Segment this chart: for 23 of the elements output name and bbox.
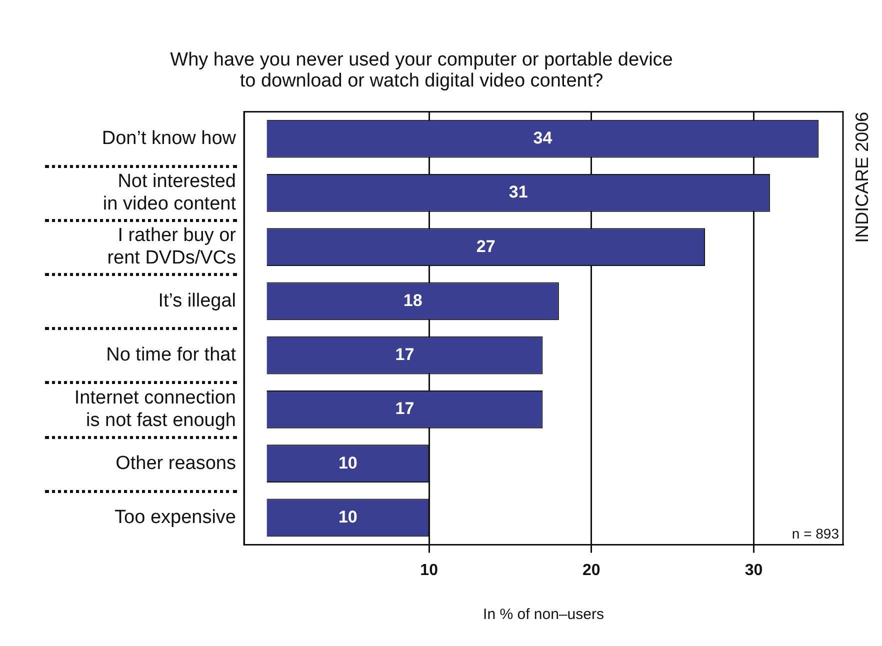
annotation: n = 893 [792,526,840,542]
text: INDICARE 2006 [852,112,872,243]
data-label: 18 [403,290,422,310]
y-tick-label: I rather buy or rent DVDs/VCs [107,224,237,269]
data-label: 17 [395,345,414,364]
y-tick-label: Not interested in video content [102,170,237,215]
data-label: 27 [476,236,496,256]
x-tick-label: 10 [420,562,438,579]
x-tick-label: 30 [744,562,763,579]
chart-title: Why have you never used your computer or portable device to download or watch digital video content? [170,50,673,92]
x-tick-label: 20 [582,562,600,579]
y-tick-label: It’s illegal [158,290,236,312]
y-tick-label: Internet connection is not fast enough [74,387,236,432]
data-label: 10 [338,507,358,526]
y-tick-label: No time for that [106,344,237,366]
data-label: 34 [533,128,553,148]
y-tick-label: Don’t know how [102,128,236,150]
data-label: 17 [395,399,414,418]
data-label: 10 [338,453,358,472]
y-tick-label: Too expensive [114,506,236,528]
x-axis-title: In % of non–users [483,606,604,624]
data-label: 31 [508,182,528,202]
y-tick-label: Other reasons [116,452,236,474]
